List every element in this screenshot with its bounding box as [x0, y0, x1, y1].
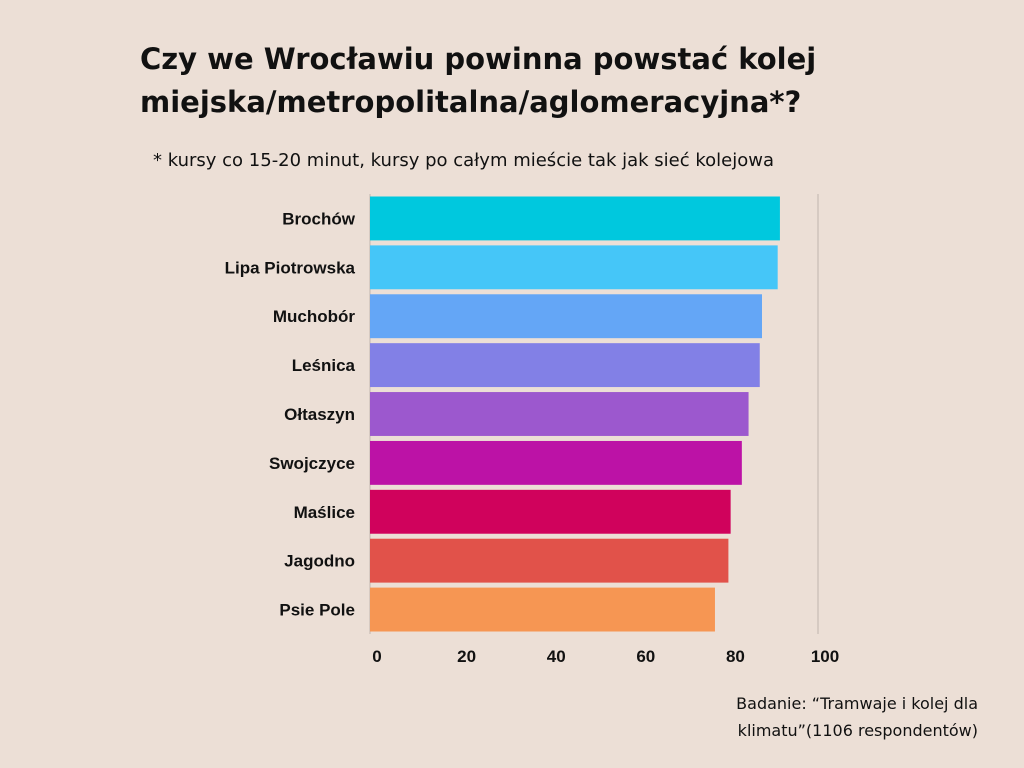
category-label: Lipa Piotrowska: [225, 258, 356, 277]
x-tick-label: 40: [547, 647, 566, 666]
x-tick-label: 20: [457, 647, 476, 666]
bar: [370, 245, 778, 290]
bar: [370, 343, 760, 388]
category-label: Jagodno: [284, 552, 355, 571]
x-tick-label: 100: [811, 647, 839, 666]
bar: [370, 538, 729, 583]
bar: [370, 196, 780, 241]
x-tick-label: 80: [726, 647, 745, 666]
category-label: Maślice: [294, 503, 355, 522]
chart-title: Czy we Wrocławiu powinna powstać kolej m…: [140, 42, 817, 119]
bar: [370, 489, 731, 534]
bar: [370, 392, 749, 436]
bar: [370, 587, 715, 632]
category-label: Brochów: [282, 209, 356, 228]
bar: [370, 440, 742, 485]
x-tick-label: 0: [372, 647, 381, 666]
x-axis-ticks: 0 20 40 60 80 100: [372, 647, 839, 666]
category-labels: Brochów Lipa Piotrowska Muchobór Leśnica Ołt…: [225, 209, 356, 619]
category-label: Ołtaszyn: [284, 405, 355, 424]
chart-subtitle: * kursy co 15-20 minut, kursy po całym m…: [153, 150, 774, 171]
category-label: Psie Pole: [279, 601, 355, 620]
category-label: Muchobór: [273, 307, 356, 326]
bar: [370, 294, 762, 339]
category-label: Swojczyce: [269, 454, 355, 473]
bars: [370, 196, 780, 632]
category-label: Leśnica: [292, 356, 356, 375]
source-note: Badanie: “Tramwaje i kolej dla klimatu”(…: [736, 694, 978, 740]
x-tick-label: 60: [636, 647, 655, 666]
